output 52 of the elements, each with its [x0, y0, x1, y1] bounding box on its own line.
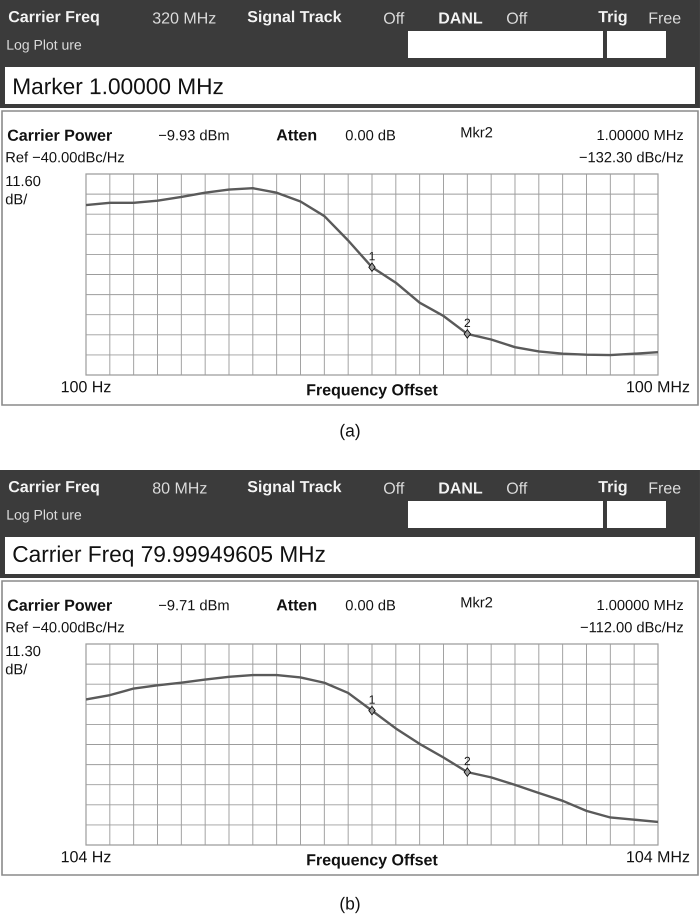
text: Signal Track — [248, 480, 342, 496]
text: Log Plot ure — [7, 39, 82, 53]
annotation: 2 — [464, 756, 470, 766]
text: DANL — [439, 482, 482, 494]
x-axis-title: Frequency Offset — [307, 384, 438, 399]
text: Carrier Power — [8, 129, 112, 141]
text: Carrier Freq — [8, 480, 99, 496]
text: Atten — [276, 129, 316, 141]
text: Mkr2 — [461, 126, 492, 138]
text: 320 MHz — [152, 12, 216, 24]
text: 0.00 dB — [346, 600, 396, 610]
text: DANL — [439, 12, 482, 24]
x-tick-label: 104 MHz — [627, 851, 690, 862]
text: Marker 1.00000 MHz — [14, 78, 223, 94]
text: Mkr2 — [461, 596, 492, 608]
text: Trig — [598, 10, 627, 26]
text: Off — [384, 482, 404, 494]
text: (a) — [340, 424, 360, 440]
text: Atten — [276, 599, 316, 611]
x-tick-label: 104 Hz — [62, 851, 111, 862]
text: 80 MHz — [152, 482, 207, 494]
text: Trig — [598, 480, 627, 496]
x-tick-label: 100 MHz — [627, 381, 690, 392]
text: Off — [507, 12, 528, 24]
text: Signal Track — [248, 10, 342, 26]
text: dB/ — [6, 194, 28, 204]
text: Ref −40.00dBc/Hz — [6, 622, 124, 632]
text: Off — [384, 12, 404, 24]
annotation: 1 — [370, 695, 375, 704]
text: Ref −40.00dBc/Hz — [6, 152, 124, 162]
text: Carrier Power — [8, 599, 112, 611]
text: Carrier Freq 79.99949605 MHz — [13, 545, 325, 567]
text: dB/ — [6, 664, 28, 674]
text: −9.93 dBm — [158, 130, 229, 140]
text: −9.71 dBm — [158, 600, 229, 610]
text: −132.30 dBc/Hz — [580, 152, 683, 162]
annotation: 1 — [370, 252, 375, 260]
text: 11.30 — [6, 646, 40, 656]
x-tick-label: 100 Hz — [62, 381, 111, 392]
text: Log Plot ure — [7, 509, 82, 523]
text: Off — [507, 482, 528, 494]
text: (b) — [340, 896, 360, 914]
text: 1.00000 MHz — [598, 130, 683, 140]
text: 11.60 — [6, 176, 40, 186]
x-axis-title: Frequency Offset — [307, 854, 438, 869]
text: −112.00 dBc/Hz — [580, 622, 683, 632]
text: Carrier Freq — [8, 10, 99, 26]
text: Free — [650, 482, 680, 494]
text: 0.00 dB — [346, 130, 396, 140]
text: 1.00000 MHz — [598, 600, 683, 610]
annotation: 2 — [464, 318, 470, 327]
text: Free — [650, 12, 680, 24]
